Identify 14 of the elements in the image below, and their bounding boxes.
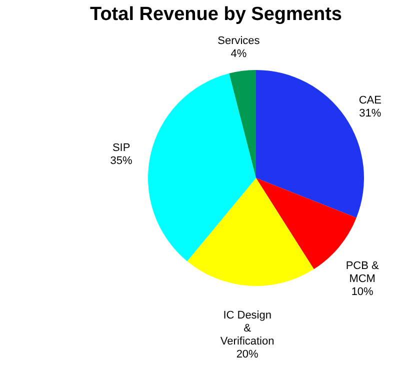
data-label: 20% <box>236 348 259 361</box>
data-label: 10% <box>351 286 374 298</box>
pie-slice <box>229 70 256 178</box>
data-label: 31% <box>359 107 382 120</box>
data-label: 35% <box>110 154 133 167</box>
slice-label: IC Design & Verification <box>220 310 274 348</box>
pie-slice <box>148 73 256 262</box>
slice-label: Services <box>218 35 260 48</box>
slice-label: SIP <box>112 142 130 154</box>
chart-title: Total Revenue by Segments <box>90 4 342 25</box>
data-label: 4% <box>230 48 247 60</box>
pie-slice <box>187 178 314 286</box>
slice-label: CAE <box>358 94 382 106</box>
slice-label: PCB & MCM <box>346 260 380 285</box>
